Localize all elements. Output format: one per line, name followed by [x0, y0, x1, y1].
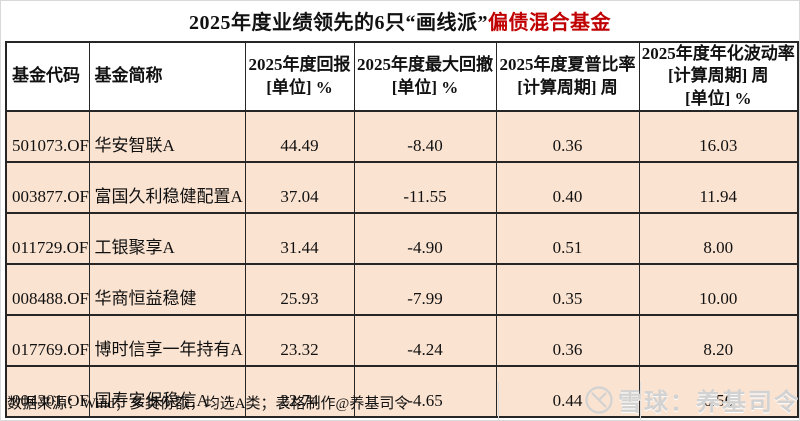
cell-volatility: 10.00 — [638, 263, 799, 317]
cell-drawdown: -4.90 — [353, 212, 497, 266]
cell-return: 44.49 — [244, 110, 355, 164]
table-row: 011729.OF 工银聚享A 31.44 -4.90 0.51 8.00 — [5, 212, 799, 266]
cell-return: 37.04 — [244, 161, 355, 215]
cell-drawdown: -4.24 — [353, 314, 497, 368]
cell-sharpe: 0.36 — [495, 110, 640, 164]
cell-sharpe: 0.51 — [495, 212, 640, 266]
data-source-note: 数据来源：Wind；多类份额，均选A类；表格制作@养基司令 — [7, 396, 410, 412]
table-row: 017769.OF 博时信享一年持有A 23.32 -4.24 0.36 8.2… — [5, 314, 799, 368]
cell-fund-name: 富国久利稳健配置A — [88, 161, 246, 215]
table-row: 008488.OF 华商恒益稳健 25.93 -7.99 0.35 10.00 — [5, 263, 799, 317]
cell-fund-name: 博时信享一年持有A — [88, 314, 246, 368]
cell-drawdown: -7.99 — [353, 263, 497, 317]
cell-fund-code: 011729.OF — [5, 212, 90, 266]
cell-drawdown: -8.40 — [353, 110, 497, 164]
excel-gridline-remnant — [498, 382, 499, 420]
header-sharpe-ratio: 2025年度夏普比率 [计算周期] 周 — [495, 40, 640, 113]
header-fund-name: 基金简称 — [88, 40, 246, 113]
excel-gridline-remnant — [640, 382, 641, 420]
cell-fund-name: 工银聚享A — [88, 212, 246, 266]
cell-volatility: 8.00 — [638, 212, 799, 266]
title-black-part: 2025年度业绩领先的6只“画线派” — [189, 12, 488, 34]
cell-return: 31.44 — [244, 212, 355, 266]
cell-volatility: 11.94 — [638, 161, 799, 215]
cell-fund-code: 501073.OF — [5, 110, 90, 164]
header-max-drawdown: 2025年度最大回撤 [单位] % — [353, 40, 497, 113]
cell-fund-name: 华商恒益稳健 — [88, 263, 246, 317]
header-annual-volatility: 2025年度年化波动率 [计算周期] 周 [单位] % — [638, 40, 799, 113]
cell-sharpe: 0.40 — [495, 161, 640, 215]
cell-fund-code: 008488.OF — [5, 263, 90, 317]
xueqiu-watermark: 雪球：养基司令 — [584, 382, 800, 417]
cell-return: 25.93 — [244, 263, 355, 317]
cell-fund-name: 华安智联A — [88, 110, 246, 164]
watermark-text: 雪球：养基司令 — [618, 390, 800, 416]
cell-fund-code: 003877.OF — [5, 161, 90, 215]
header-annual-return: 2025年度回报 [单位] % — [244, 40, 355, 113]
cell-volatility: 8.20 — [638, 314, 799, 368]
xueqiu-logo-icon — [584, 385, 614, 415]
table-row: 501073.OF 华安智联A 44.49 -8.40 0.36 16.03 — [5, 110, 799, 164]
table-row: 003877.OF 富国久利稳健配置A 37.04 -11.55 0.40 11… — [5, 161, 799, 215]
cell-drawdown: -11.55 — [353, 161, 497, 215]
table-row: 004301.OF 国寿安保稳信A 22.74 -4.65 0.44 6.56 — [5, 365, 799, 419]
table-header-row: 基金代码 基金简称 2025年度回报 [单位] % 2025年度最大回撤 [单位… — [5, 40, 799, 113]
cell-fund-code: 017769.OF — [5, 314, 90, 368]
cell-return: 23.32 — [244, 314, 355, 368]
title-red-part: 偏债混合基金 — [488, 12, 611, 34]
cell-sharpe: 0.44 — [495, 365, 640, 419]
cell-volatility: 16.03 — [638, 110, 799, 164]
cell-return: 22.74 — [244, 365, 355, 419]
cell-sharpe: 0.35 — [495, 263, 640, 317]
page-title: 2025年度业绩领先的6只“画线派”偏债混合基金 — [1, 6, 799, 35]
cell-fund-code: 004301.OF — [5, 365, 90, 419]
cell-volatility: 6.56 — [638, 365, 799, 419]
header-fund-code: 基金代码 — [5, 40, 90, 113]
cell-sharpe: 0.36 — [495, 314, 640, 368]
fund-performance-table: 基金代码 基金简称 2025年度回报 [单位] % 2025年度最大回撤 [单位… — [5, 40, 799, 419]
cell-drawdown: -4.65 — [353, 365, 497, 419]
